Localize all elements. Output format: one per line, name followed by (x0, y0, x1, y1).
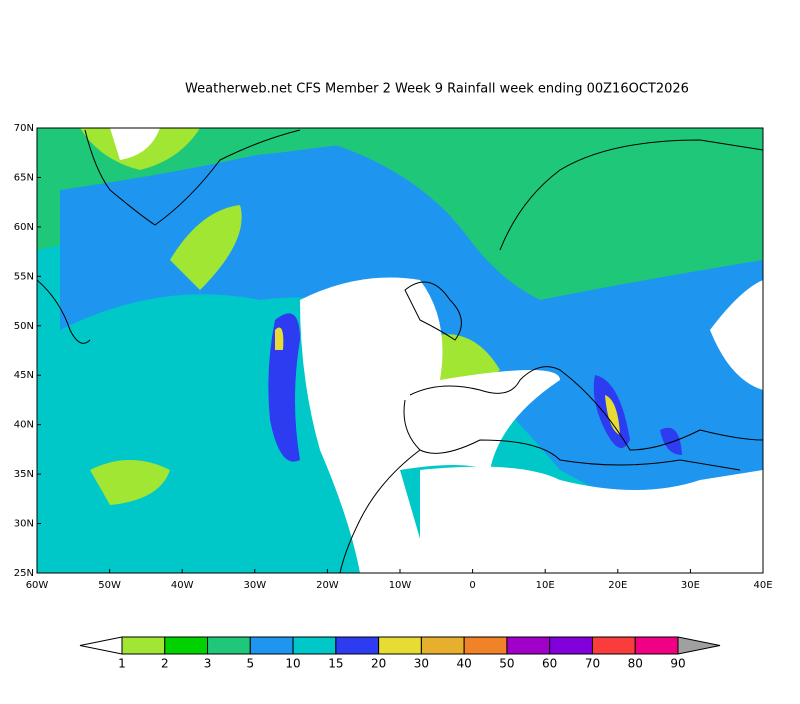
legend-over (677, 636, 721, 655)
coast-africa (403, 399, 741, 471)
legend-label: 80 (628, 657, 643, 671)
legend-label: 30 (414, 657, 429, 671)
rainfall-field (37, 128, 763, 573)
legend-label: 50 (499, 657, 514, 671)
lon-label: 50W (98, 580, 121, 591)
lon-label: 40E (753, 580, 772, 591)
coast-britain (404, 281, 462, 341)
field-dry (710, 280, 763, 390)
lon-label: 30E (681, 580, 700, 591)
title: Weatherweb.net CFS Member 2 Week 9 Rainf… (185, 82, 689, 97)
legend-label: 3 (204, 657, 212, 671)
legend-swatch (121, 636, 166, 655)
coast-newfoundland (37, 279, 91, 344)
legend-label: 20 (371, 657, 386, 671)
legend-label: 15 (328, 657, 343, 671)
lat-label: 70N (14, 123, 34, 134)
lat-label: 40N (14, 420, 34, 431)
field-dry (420, 466, 763, 573)
lon-label: 40W (171, 580, 194, 591)
lon-label: 30W (243, 580, 266, 591)
lon-label: 20W (316, 580, 339, 591)
legend-label: 60 (542, 657, 557, 671)
legend-swatch (591, 636, 636, 655)
coast-scandinavia (499, 139, 763, 251)
field-blue (60, 140, 763, 560)
lat-label: 30N (14, 519, 34, 530)
legend-swatch (420, 636, 465, 655)
field-heavy (268, 313, 300, 462)
legend-label: 5 (246, 657, 254, 671)
field-lightgreen (90, 460, 170, 505)
lat-label: 35N (14, 469, 34, 480)
legend-label: 70 (585, 657, 600, 671)
field-dry (110, 128, 160, 160)
field-lightgreen (170, 205, 242, 290)
coast-greenland (84, 129, 301, 226)
legend-swatch (335, 636, 380, 655)
legend-under (79, 636, 123, 655)
lon-label: 20E (608, 580, 627, 591)
field-very-heavy (275, 327, 284, 350)
legend-swatch (549, 636, 593, 655)
field-very-heavy (605, 395, 620, 435)
legend-swatch (506, 636, 551, 655)
coast-westafrica (339, 449, 421, 573)
lat-label: 55N (14, 271, 34, 282)
legend-label: 40 (457, 657, 472, 671)
lon-label: 0 (469, 580, 475, 591)
legend-swatch (249, 636, 294, 655)
legend-swatch (292, 636, 337, 655)
legend-label: 1 (118, 657, 126, 671)
legend-swatch (164, 636, 209, 655)
field-heavy (660, 427, 682, 455)
legend-label: 10 (285, 657, 300, 671)
field-north (37, 128, 763, 160)
lat-label: 50N (14, 321, 34, 332)
lat-label: 45N (14, 370, 34, 381)
lat-label: 65N (14, 172, 34, 183)
lon-label: 60W (26, 580, 49, 591)
lat-label: 25N (14, 568, 34, 579)
lon-label: 10W (389, 580, 412, 591)
lat-label: 60N (14, 222, 34, 233)
coastlines (37, 129, 763, 573)
legend-swatch (378, 636, 422, 655)
coast-mediterranean (409, 366, 763, 451)
field-dry (300, 277, 560, 573)
legend-label: 90 (670, 657, 685, 671)
legend-swatch (463, 636, 508, 655)
lon-label: 10E (536, 580, 555, 591)
legend-swatch (207, 636, 251, 655)
legend-swatch (634, 636, 679, 655)
legend-label: 2 (161, 657, 169, 671)
